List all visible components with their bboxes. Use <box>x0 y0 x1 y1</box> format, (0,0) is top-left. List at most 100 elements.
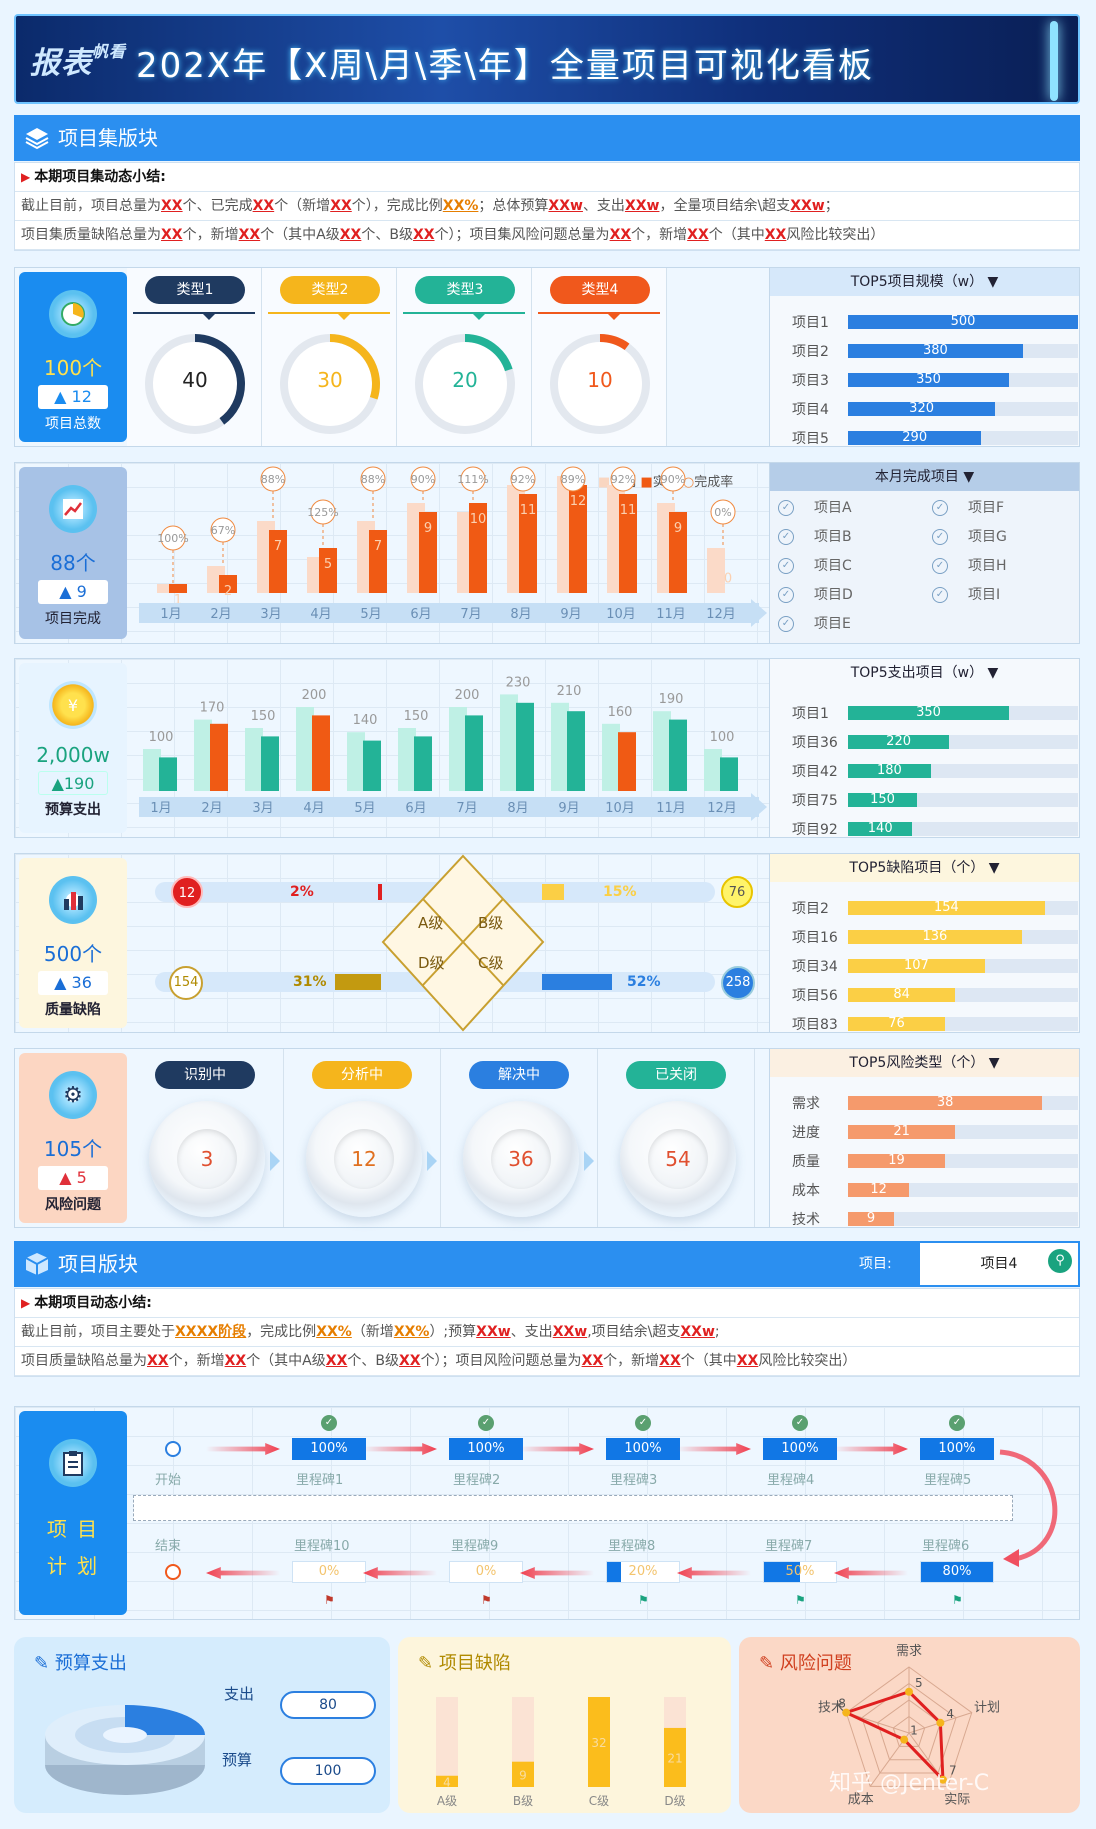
done-item[interactable]: ✓ 项目D <box>778 584 853 604</box>
budget-pie <box>45 1705 205 1795</box>
grade-a-count: 12 <box>171 876 203 908</box>
budget-bar <box>296 707 314 791</box>
bar-track: 500 <box>848 315 1078 329</box>
x-tick: 12月 <box>707 801 737 816</box>
summary-segment: 个）；项目风险问题总量为 <box>420 1353 582 1369</box>
card-title: ✎ 风险问题 <box>759 1653 852 1674</box>
bar-label: 进度 <box>792 1125 820 1141</box>
budget-bar <box>143 749 161 791</box>
spend-bar <box>567 711 585 791</box>
gear-icon: 3 <box>149 1101 265 1217</box>
spend-bar <box>312 715 330 791</box>
defect-category: D级 <box>664 1794 685 1808</box>
done-item[interactable]: ✓ 项目A <box>778 497 852 517</box>
stage-value: 12 <box>334 1129 394 1189</box>
bar-row: 项目75 150 <box>770 784 1079 813</box>
grade-d-bar <box>335 974 381 990</box>
actual-bar <box>219 575 237 593</box>
milestone-label: 里程碑5 <box>924 1473 972 1488</box>
spend-bar <box>465 715 483 791</box>
panel-title[interactable]: TOP5缺陷项目（个） ▼ <box>770 854 1079 882</box>
milestone-pct: 20% <box>606 1561 680 1583</box>
rate-label: 88% <box>361 473 385 486</box>
summary-segment: 个、B级 <box>347 1353 399 1369</box>
bar-track: 140 <box>848 822 1078 836</box>
type-pill: 类型3 <box>415 276 515 304</box>
panel-title[interactable]: TOP5项目规模（w） ▼ <box>770 268 1079 296</box>
bar-label: 成本 <box>792 1183 820 1199</box>
budget-bar <box>704 749 722 791</box>
rate-circle <box>360 466 386 492</box>
bar-track: 320 <box>848 402 1078 416</box>
donut: 20 <box>411 330 519 438</box>
done-item[interactable]: ✓ 项目G <box>932 526 1007 546</box>
rate-label: 67% <box>211 524 235 537</box>
month-done-panel: 本月完成项目 ▼ ✓ 项目A ✓ 项目B ✓ 项目C ✓ 项目D ✓ 项目E ✓ 项目F ✓ 项目G ✓ 项目… <box>769 463 1079 643</box>
search-icon[interactable]: ⚲ <box>1048 1249 1072 1273</box>
milestone-pct-text: 20% <box>628 1564 658 1579</box>
layers-icon <box>25 128 49 150</box>
bar-track: 380 <box>848 344 1078 358</box>
rate-label: 90% <box>411 473 435 486</box>
summary-segment: XX <box>609 227 632 243</box>
spend-bar <box>618 732 636 791</box>
check-icon: ✓ <box>932 558 948 574</box>
rate-circle <box>710 499 736 525</box>
panel-title[interactable]: 本月完成项目 ▼ <box>770 463 1079 491</box>
done-item[interactable]: ✓ 项目I <box>932 584 1000 604</box>
bar-row: 项目1 500 <box>770 306 1079 335</box>
defect-bar <box>588 1697 610 1787</box>
stage-pill: 分析中 <box>312 1061 412 1089</box>
panel-title[interactable]: TOP5支出项目（w） ▼ <box>770 659 1079 687</box>
kpi-change: ▲ 9 <box>38 580 108 604</box>
summary-segment: 个、B级 <box>361 227 413 243</box>
done-item[interactable]: ✓ 项目H <box>932 555 1007 575</box>
value-label: 230 <box>506 675 531 690</box>
done-item[interactable]: ✓ 项目C <box>778 555 852 575</box>
summary-segment: XX% <box>442 198 479 214</box>
panel-title[interactable]: TOP5风险类型（个） ▼ <box>770 1049 1079 1077</box>
pie-icon <box>49 290 97 338</box>
actual-bar <box>269 530 287 593</box>
type-underline <box>133 312 255 320</box>
bar-row: 需求 38 <box>770 1087 1079 1116</box>
project-select-label: 项目: <box>859 1256 892 1272</box>
type-box: 类型4 10 <box>532 268 667 446</box>
x-tick: 8月 <box>510 607 531 622</box>
bar-label: 项目3 <box>792 373 829 389</box>
donut-ring <box>145 334 245 434</box>
stage-pill: 已关闭 <box>626 1061 726 1089</box>
summary-segment: XX <box>238 227 261 243</box>
milestone-label: 里程碑1 <box>296 1473 344 1488</box>
milestone-pct: 100% <box>920 1438 994 1460</box>
budget-bar <box>194 719 212 791</box>
type-pill: 类型4 <box>550 276 650 304</box>
card-budget: ✎ 预算支出 支出 80 预算 100 <box>14 1637 390 1813</box>
x-tick: 1月 <box>160 607 181 622</box>
milestone-label: 里程碑8 <box>608 1539 656 1554</box>
done-item[interactable]: ✓ 项目E <box>778 613 851 633</box>
bar-track: 21 <box>848 1125 1078 1139</box>
kpi-value: 88个 <box>50 551 96 575</box>
done-item[interactable]: ✓ 项目F <box>932 497 1004 517</box>
spend-bar <box>720 757 738 791</box>
actual-bar <box>619 494 637 593</box>
radar-axis-label: 成本 <box>848 1792 874 1807</box>
bar-fill: 12 <box>848 1183 910 1197</box>
budget-bar <box>500 694 518 791</box>
spend-bar <box>363 740 381 791</box>
end-label: 结束 <box>155 1539 182 1554</box>
progress-arrow <box>363 1567 437 1579</box>
gear-icon: 54 <box>620 1101 736 1217</box>
grade-b-bar <box>542 884 564 900</box>
bar-track: 150 <box>848 793 1078 807</box>
summary-segment: XXw <box>680 1324 715 1340</box>
progress-arrow <box>206 1443 280 1455</box>
rate-label: 90% <box>661 473 685 486</box>
milestone-label: 里程碑10 <box>294 1539 350 1554</box>
grade-diamond <box>381 854 545 1032</box>
bar-track: 350 <box>848 373 1078 387</box>
done-item[interactable]: ✓ 项目B <box>778 526 852 546</box>
bar-row: 质量 19 <box>770 1145 1079 1174</box>
